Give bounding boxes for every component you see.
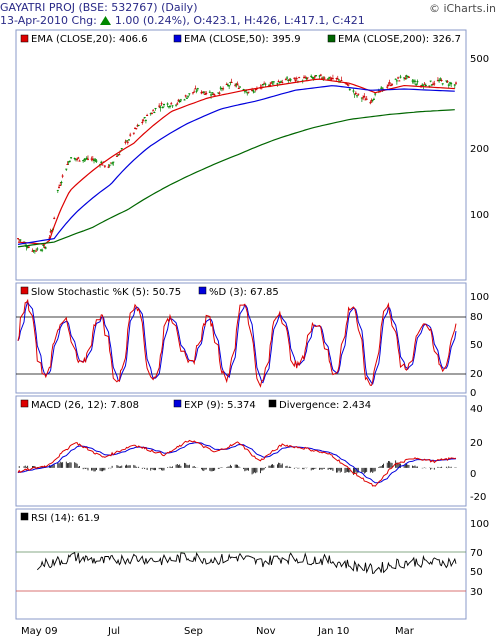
- y-tick-100: 100: [470, 519, 489, 530]
- panel-frame: [15, 508, 467, 620]
- legend-stoch-d: %D (3): 67.85: [209, 287, 279, 298]
- macd-line: [17, 439, 457, 487]
- panel-frame: [15, 282, 467, 394]
- y-tick-100: 100: [470, 210, 489, 221]
- up-triangle-icon: [100, 16, 112, 25]
- y-tick-80: 80: [470, 312, 483, 323]
- legend-swatch-exp: [173, 399, 182, 408]
- legend-divergence: Divergence: 2.434: [279, 400, 371, 411]
- x-label-jan-10: Jan 10: [317, 626, 349, 637]
- y-tick-0: 0: [470, 469, 476, 480]
- y-tick-200: 200: [470, 144, 489, 155]
- y-tick-20: 20: [470, 369, 483, 380]
- x-label-mar: Mar: [395, 626, 415, 637]
- legend-swatch-rsi: [20, 512, 29, 521]
- legend-swatch-ema20: [20, 34, 29, 43]
- x-label-jul: Jul: [107, 626, 120, 637]
- legend-exp: EXP (9): 5.374: [184, 400, 256, 411]
- y-tick-70: 70: [470, 548, 483, 559]
- legend-macd: MACD (26, 12): 7.808: [31, 400, 139, 411]
- y-tick-50: 50: [470, 567, 483, 578]
- y-tick-40: 40: [470, 404, 483, 415]
- y-tick-500: 500: [470, 54, 489, 65]
- panel-macd: MACD (26, 12): 7.808 EXP (9): 5.374 Dive…: [15, 395, 486, 507]
- legend-swatch-ema200: [327, 34, 336, 43]
- stoch-plot: [17, 298, 457, 388]
- y-tick-20: 20: [470, 438, 483, 449]
- rsi-plot: [36, 551, 457, 575]
- legend-swatch-d: [198, 286, 207, 295]
- legend-swatch-ema50: [173, 34, 182, 43]
- panel-frame: [15, 29, 467, 281]
- y-tick-minus-20: -20: [470, 492, 486, 503]
- y-tick-50: 50: [470, 340, 483, 351]
- legend-swatch-k: [20, 286, 29, 295]
- legend-stoch-k: Slow Stochastic %K (5): 50.75: [31, 287, 181, 298]
- x-axis: May 09 Jul Sep Nov Jan 10 Mar: [21, 626, 415, 637]
- macd-plot: [17, 439, 457, 487]
- quote-date-label: 13-Apr-2010 Chg:: [0, 14, 97, 27]
- y-tick-30: 30: [470, 587, 483, 598]
- panel-frame: [15, 395, 467, 507]
- x-label-nov: Nov: [256, 626, 276, 637]
- y-tick-0: 0: [470, 388, 476, 399]
- stoch-d-line: [17, 300, 457, 385]
- ema50-line: [17, 85, 455, 245]
- price-plot: [17, 73, 457, 254]
- stoch-k-line: [17, 298, 457, 388]
- legend-ema50: EMA (CLOSE,50): 395.9: [184, 34, 301, 45]
- panel-price: EMA (CLOSE,20): 406.6 EMA (CLOSE,50): 39…: [15, 29, 489, 281]
- quote-line: 13-Apr-2010 Chg: 1.00 (0.24%), O:423.1, …: [0, 14, 365, 27]
- rsi-line: [36, 551, 457, 575]
- ema200-line: [17, 109, 455, 248]
- legend-rsi: RSI (14): 61.9: [31, 513, 100, 524]
- x-label-may-09: May 09: [21, 626, 58, 637]
- legend-swatch-divergence: [268, 399, 277, 408]
- x-label-sep: Sep: [184, 626, 203, 637]
- panel-rsi: RSI (14): 61.9 100 70 50 30: [15, 508, 489, 620]
- legend-ema200: EMA (CLOSE,200): 326.7: [338, 34, 461, 45]
- chart-title: GAYATRI PROJ (BSE: 532767) (Daily): [0, 1, 198, 14]
- exp-line: [17, 442, 457, 484]
- legend-ema20: EMA (CLOSE,20): 406.6: [31, 34, 148, 45]
- ema20-line: [17, 78, 455, 245]
- legend-swatch-macd: [20, 399, 29, 408]
- brand-logo: © iCharts.in: [429, 2, 496, 15]
- panel-stochastic: Slow Stochastic %K (5): 50.75 %D (3): 67…: [15, 282, 489, 399]
- quote-values: 1.00 (0.24%), O:423.1, H:426, L:417.1, C…: [114, 14, 365, 27]
- y-tick-100: 100: [470, 292, 489, 303]
- brand-text: © iCharts.in: [428, 2, 496, 15]
